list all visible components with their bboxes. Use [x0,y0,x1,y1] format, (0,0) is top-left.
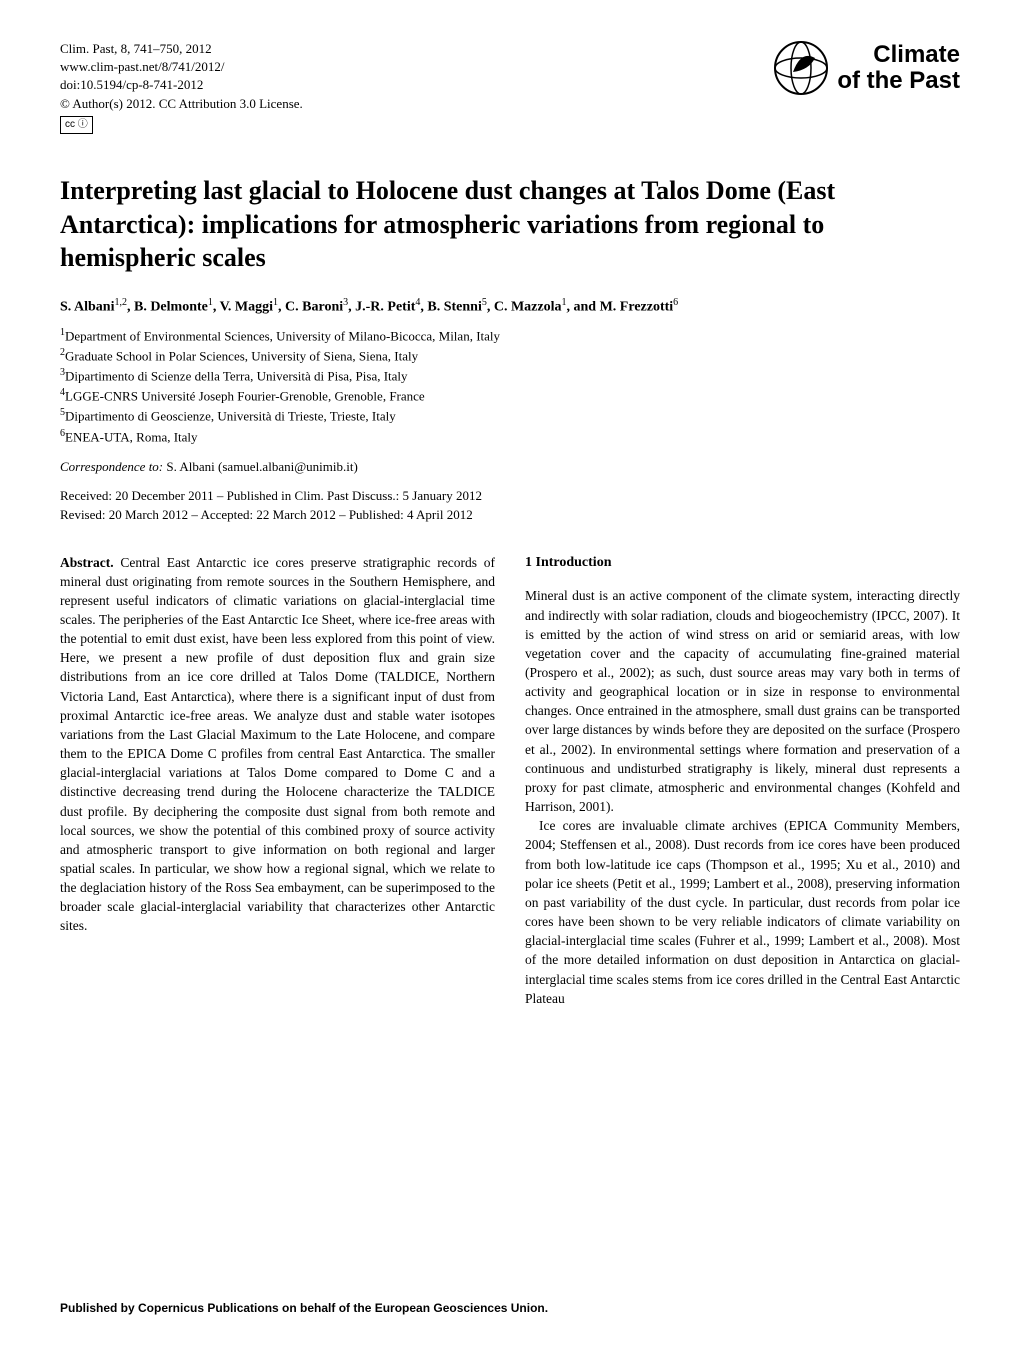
globe-leaf-icon [773,40,829,96]
doi: doi:10.5194/cp-8-741-2012 [60,76,303,94]
abstract-label: Abstract. [60,555,114,570]
intro-p2: Ice cores are invaluable climate archive… [525,816,960,1008]
affiliation-1: 1Department of Environmental Sciences, U… [60,326,960,346]
journal-logo: Climate of the Past [773,40,960,96]
meta-block: Clim. Past, 8, 741–750, 2012 www.clim-pa… [60,40,303,134]
footer: Published by Copernicus Publications on … [60,1301,960,1315]
correspondence: Correspondence to: S. Albani (samuel.alb… [60,459,960,475]
section-1-head: 1 Introduction [525,553,960,573]
authors: S. Albani1,2, B. Delmonte1, V. Maggi1, C… [60,297,960,316]
affiliation-6: 6ENEA-UTA, Roma, Italy [60,427,960,447]
citation: Clim. Past, 8, 741–750, 2012 [60,40,303,58]
journal-name: Climate of the Past [837,42,960,95]
header-row: Clim. Past, 8, 741–750, 2012 www.clim-pa… [60,40,960,134]
dates-line2: Revised: 20 March 2012 – Accepted: 22 Ma… [60,506,960,525]
dates: Received: 20 December 2011 – Published i… [60,487,960,525]
journal-line1: Climate [837,42,960,68]
affiliation-2: 2Graduate School in Polar Sciences, Univ… [60,346,960,366]
affiliation-3: 3Dipartimento di Scienze della Terra, Un… [60,366,960,386]
correspondence-text: S. Albani (samuel.albani@unimib.it) [163,459,358,474]
cc-badge-icon: cc ⓘ [60,116,93,134]
left-column: Abstract. Central East Antarctic ice cor… [60,553,495,1008]
body-columns: Abstract. Central East Antarctic ice cor… [60,553,960,1008]
url: www.clim-past.net/8/741/2012/ [60,58,303,76]
journal-line2: of the Past [837,68,960,94]
abstract: Abstract. Central East Antarctic ice cor… [60,553,495,936]
affiliation-4: 4LGGE-CNRS Université Joseph Fourier-Gre… [60,386,960,406]
dates-line1: Received: 20 December 2011 – Published i… [60,487,960,506]
copyright: © Author(s) 2012. CC Attribution 3.0 Lic… [60,95,303,113]
affiliation-5: 5Dipartimento di Geoscienze, Università … [60,406,960,426]
affiliations: 1Department of Environmental Sciences, U… [60,326,960,447]
abstract-text: Central East Antarctic ice cores preserv… [60,555,495,934]
right-column: 1 Introduction Mineral dust is an active… [525,553,960,1008]
page-title: Interpreting last glacial to Holocene du… [60,174,960,275]
correspondence-label: Correspondence to: [60,459,163,474]
intro-p1: Mineral dust is an active component of t… [525,586,960,816]
